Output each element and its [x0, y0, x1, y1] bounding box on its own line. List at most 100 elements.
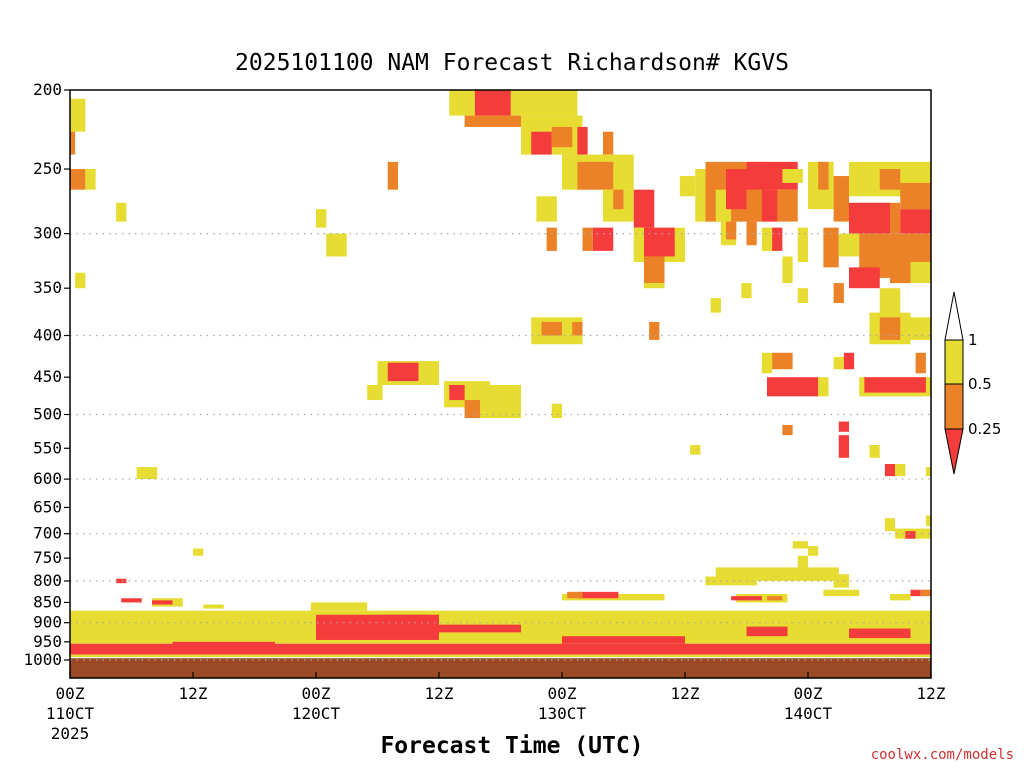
heatmap-cell [572, 321, 583, 336]
heatmap-cell [849, 267, 880, 289]
heatmap-cell [172, 641, 275, 650]
heatmap-cell [577, 126, 588, 155]
heatmap-cell [797, 288, 808, 304]
heatmap-cell [474, 90, 511, 116]
heatmap-cell [772, 352, 793, 370]
heatmap-cell [464, 400, 480, 419]
colorbar-segment [944, 339, 964, 385]
ground-layer [70, 658, 931, 678]
x-tick-label: 12Z [671, 684, 700, 703]
heatmap-cell [797, 227, 808, 262]
y-tick-label: 200 [33, 80, 62, 99]
heatmap-cell [782, 169, 803, 183]
heatmap-cell [577, 591, 619, 599]
heatmap-cell [726, 169, 747, 210]
x-tick-label: 00Z [794, 684, 823, 703]
y-tick-label: 800 [33, 571, 62, 590]
heatmap-cell [70, 643, 931, 655]
heatmap-cell [838, 421, 849, 432]
heatmap-cell [310, 602, 368, 611]
gridlines [70, 232, 931, 661]
x-tick-date: 140CT [784, 704, 833, 723]
heatmap-cell [70, 654, 931, 658]
heatmap-cell [75, 272, 86, 289]
heatmap-cell [603, 131, 614, 155]
heatmap-cell [823, 227, 839, 268]
heatmap-cell [377, 614, 429, 625]
heatmap-cell [905, 531, 916, 539]
heatmap-cell [746, 626, 788, 637]
heatmap-cell [326, 233, 347, 257]
x-tick-label: 00Z [56, 684, 85, 703]
heatmap-cell [613, 189, 624, 210]
heatmap-cell [346, 620, 409, 633]
heatmap-cell [690, 445, 701, 455]
heatmap-cell [70, 169, 86, 190]
heatmap-cell [879, 288, 901, 318]
heatmap-cell [85, 169, 96, 190]
heatmap-cell [849, 628, 911, 639]
heatmap-cell [864, 377, 926, 393]
heatmap-cell [879, 317, 901, 340]
heatmap-cell [710, 298, 721, 313]
heatmap-cell [464, 115, 521, 127]
heatmap-cell [116, 202, 127, 222]
heatmap-cell [761, 352, 773, 374]
heatmap-cell [772, 227, 783, 251]
heatmap-cell [761, 189, 778, 222]
heatmap-cell [746, 221, 757, 246]
y-tick-label: 850 [33, 592, 62, 611]
heatmap-cell [70, 131, 76, 155]
heatmap-cell [910, 317, 931, 340]
heatmap-cell [808, 546, 819, 556]
heatmap-cell [910, 261, 931, 284]
heatmap-cell [869, 445, 880, 458]
heatmap-cell [818, 567, 839, 579]
heatmap-cell [546, 227, 557, 251]
colorbar-label: 1 [968, 331, 978, 349]
ground-fill [70, 658, 931, 678]
credit-link[interactable]: coolwx.com/models [870, 747, 1014, 763]
heatmap-cell [884, 464, 896, 477]
heatmap-cell [782, 256, 793, 284]
y-axis: 200 250 300 350 400 450 500 550 600 650 700 750 800 8… [23, 80, 70, 669]
heatmap-cell [551, 403, 562, 419]
heatmap-cell [879, 169, 901, 190]
heatmap-cell [843, 352, 855, 370]
heatmap-cell [316, 209, 327, 228]
heatmap-cell [782, 424, 793, 436]
heatmap-cell [577, 161, 614, 190]
y-tick-label: 250 [33, 159, 62, 178]
heatmap-cell [449, 384, 465, 401]
y-tick-label: 1000 [23, 650, 62, 669]
y-tick-label: 650 [33, 497, 62, 516]
heatmap-cell [644, 256, 665, 284]
y-tick-label: 900 [33, 613, 62, 632]
y-tick-label: 350 [33, 278, 62, 297]
heatmap-cell [884, 518, 896, 532]
heatmap-cell [915, 352, 926, 374]
heatmap-cell [193, 548, 204, 556]
heatmap-cell [705, 576, 757, 586]
heatmap-cell [890, 202, 901, 234]
heatmap-cell [367, 384, 383, 401]
heatmap-cell [731, 596, 762, 601]
heatmap-cell [116, 578, 127, 584]
colorbar-label: 0.25 [968, 420, 1001, 438]
heatmap-cell [925, 467, 931, 477]
heatmap-cell [823, 589, 860, 597]
plot-frame [69, 89, 932, 679]
y-tick-label: 500 [33, 405, 62, 424]
heatmap-cell [551, 126, 573, 148]
heatmap-cell [439, 624, 521, 633]
x-tick-label: 12Z [425, 684, 454, 703]
heatmap-cell [833, 176, 849, 222]
heatmap-cell [767, 377, 819, 397]
x-tick-label: 00Z [548, 684, 577, 703]
heatmap-cell [890, 594, 911, 601]
x-tick-date: 110CT [46, 704, 95, 723]
heatmap-cell [449, 90, 578, 116]
x-tick-label: 12Z [179, 684, 208, 703]
heatmap-cells [70, 90, 931, 658]
